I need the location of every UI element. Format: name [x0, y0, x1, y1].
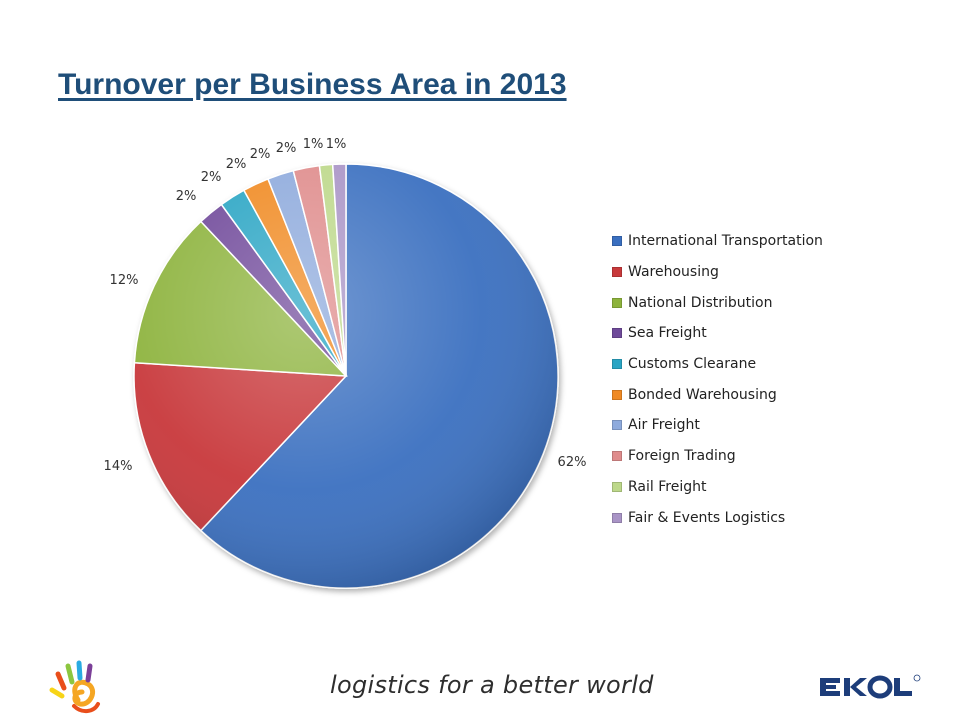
tagline: logistics for a better world — [330, 671, 654, 699]
legend-swatch — [612, 236, 622, 247]
page-title: Turnover per Business Area in 2013 — [58, 68, 567, 101]
legend-swatch — [612, 451, 622, 462]
ekol-hand-logo — [49, 660, 100, 713]
data-label: 14% — [104, 459, 133, 474]
legend-label: Fair & Events Logistics — [628, 509, 786, 526]
legend-label: Rail Freight — [628, 478, 707, 495]
legend-swatch — [612, 328, 622, 339]
legend-label: Warehousing — [628, 264, 719, 281]
legend-item: Bonded Warehousing — [612, 379, 823, 410]
legend-swatch — [612, 389, 622, 400]
data-label: 2% — [201, 170, 222, 185]
legend-label: Bonded Warehousing — [628, 386, 777, 403]
data-label: 2% — [250, 147, 271, 162]
data-label: 1% — [303, 137, 324, 152]
legend-item: Customs Clearane — [612, 349, 823, 380]
pie-data-labels: 62%14%12%2%2%2%2% 2% 1% 1% — [104, 137, 587, 474]
legend-label: Air Freight — [628, 417, 700, 434]
chart-legend: International Transportation Warehousing N… — [612, 226, 823, 533]
legend-swatch — [612, 267, 622, 278]
legend-label: National Distribution — [628, 294, 773, 311]
legend-item: Sea Freight — [612, 318, 823, 349]
legend-swatch — [612, 512, 622, 523]
data-label: 2% — [276, 141, 297, 156]
legend-item: Rail Freight — [612, 472, 823, 503]
ekol-logo — [820, 674, 921, 699]
pie-slices — [133, 163, 559, 589]
data-label: 1% — [326, 137, 347, 152]
data-label: 2% — [226, 157, 247, 172]
legend-label: Customs Clearane — [628, 356, 757, 373]
legend-label: International Transportation — [628, 233, 823, 250]
legend-swatch — [612, 359, 622, 370]
legend-item: Warehousing — [612, 257, 823, 288]
legend-swatch — [612, 481, 622, 492]
data-label: 12% — [110, 273, 139, 288]
legend-item: Air Freight — [612, 410, 823, 441]
data-label: 62% — [558, 455, 587, 470]
legend-item: Fair & Events Logistics — [612, 502, 823, 533]
legend-item: National Distribution — [612, 287, 823, 318]
legend-label: Foreign Trading — [628, 448, 736, 465]
legend-item: International Transportation — [612, 226, 823, 257]
data-label: 2% — [176, 189, 197, 204]
legend-label: Sea Freight — [628, 325, 707, 342]
legend-item: Foreign Trading — [612, 441, 823, 472]
legend-swatch — [612, 297, 622, 308]
legend-swatch — [612, 420, 622, 431]
